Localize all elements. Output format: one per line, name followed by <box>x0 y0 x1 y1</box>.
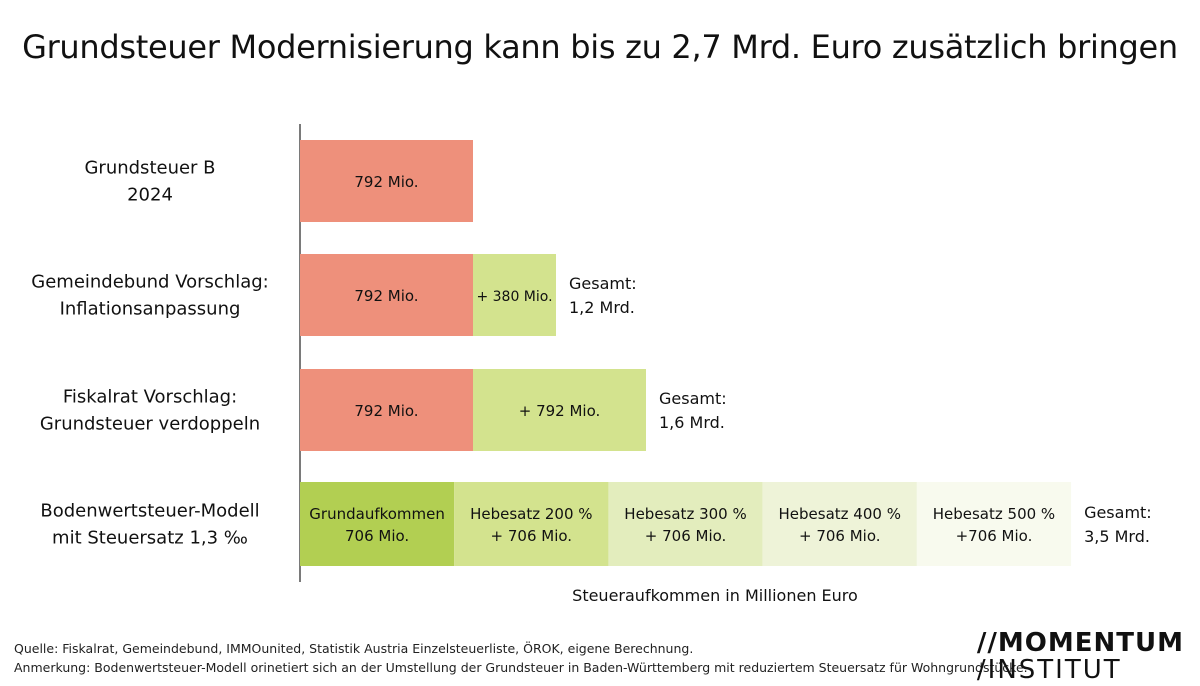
data-label-2-2: + 380 Mio. <box>476 289 552 305</box>
category-label-4-line-1: Bodenwertsteuer-Modell <box>40 501 259 522</box>
total-label-3-line-2: 1,6 Mrd. <box>659 413 725 432</box>
x-axis-label: Steueraufkommen in Millionen Euro <box>572 586 858 605</box>
data-label-3-1: 792 Mio. <box>354 402 418 420</box>
bar-segment-3-2 <box>473 369 646 451</box>
category-label-2-line-2: Inflationsanpassung <box>60 299 241 320</box>
data-label-1-1: 792 Mio. <box>354 173 418 191</box>
bar-row-3: Fiskalrat Vorschlag: Grundsteuer verdoppe… <box>40 369 727 451</box>
category-label-3: Fiskalrat Vorschlag: Grundsteuer verdoppe… <box>40 387 260 435</box>
total-label-4: Gesamt: 3,5 Mrd. <box>1084 503 1152 546</box>
data-label-4-4-line-2: + 706 Mio. <box>799 527 881 545</box>
category-label-1: Grundsteuer B 2024 <box>84 158 215 206</box>
chart-title: Grundsteuer Modernisierung kann bis zu 2… <box>22 28 1178 66</box>
total-label-2-line-2: 1,2 Mrd. <box>569 298 635 317</box>
data-label-4-2-line-1: Hebesatz 200 % <box>470 505 592 523</box>
momentum-institut-logo: //MOMENTUM /INSTITUT <box>977 630 1184 684</box>
data-label-4-1-line-2: 706 Mio. <box>345 527 409 545</box>
data-label-4-2: Hebesatz 200 % + 706 Mio. <box>470 505 592 545</box>
data-label-3-1-line-1: 792 Mio. <box>354 402 418 420</box>
total-label-3-line-1: Gesamt: <box>659 389 727 408</box>
data-label-2-2-line-1: + 380 Mio. <box>476 289 552 305</box>
bar-segment-1-1 <box>300 140 473 222</box>
total-label-2: Gesamt: 1,2 Mrd. <box>569 274 637 317</box>
category-label-4: Bodenwertsteuer-Modell mit Steuersatz 1,3… <box>40 501 259 549</box>
bar-segment-2-1 <box>300 254 473 336</box>
bar-segment-2-2 <box>473 254 557 336</box>
bar-segment-4-3 <box>608 482 763 566</box>
data-label-4-2-line-2: + 706 Mio. <box>491 527 573 545</box>
category-label-3-line-2: Grundsteuer verdoppeln <box>40 414 260 435</box>
data-label-4-5-line-2: +706 Mio. <box>956 527 1033 545</box>
data-label-3-2: + 792 Mio. <box>519 402 601 420</box>
data-label-4-3: Hebesatz 300 % + 706 Mio. <box>624 505 746 545</box>
total-label-4-line-2: 3,5 Mrd. <box>1084 527 1150 546</box>
total-label-3: Gesamt: 1,6 Mrd. <box>659 389 727 432</box>
logo-line-1: //MOMENTUM <box>976 628 1184 658</box>
category-label-1-line-1: Grundsteuer B <box>84 158 215 179</box>
bar-row-2: Gemeindebund Vorschlag: Inflationsanpassu… <box>31 254 637 336</box>
data-label-4-3-line-2: + 706 Mio. <box>645 527 727 545</box>
bar-segment-4-4 <box>762 482 917 566</box>
bar-row-4: Bodenwertsteuer-Modell mit Steuersatz 1,3… <box>40 482 1152 566</box>
total-label-4-line-1: Gesamt: <box>1084 503 1152 522</box>
total-label-2-line-1: Gesamt: <box>569 274 637 293</box>
data-label-1-1-line-1: 792 Mio. <box>354 173 418 191</box>
data-label-2-1: 792 Mio. <box>354 287 418 305</box>
category-label-3-line-1: Fiskalrat Vorschlag: <box>63 387 237 408</box>
data-label-4-4-line-1: Hebesatz 400 % <box>779 505 901 523</box>
bar-segment-3-1 <box>300 369 473 451</box>
category-label-4-line-2: mit Steuersatz 1,3 ‰ <box>52 528 248 549</box>
bar-segment-4-5 <box>916 482 1072 566</box>
category-label-2-line-1: Gemeindebund Vorschlag: <box>31 272 268 293</box>
data-label-4-1: Grundaufkommen 706 Mio. <box>309 505 445 545</box>
bar-segment-4-1 <box>300 482 455 566</box>
data-label-2-1-line-1: 792 Mio. <box>354 287 418 305</box>
logo-line-2: /INSTITUT <box>976 655 1122 685</box>
footnote-note: Anmerkung: Bodenwertsteuer-Modell orinet… <box>14 660 1028 675</box>
category-label-2: Gemeindebund Vorschlag: Inflationsanpassu… <box>31 272 268 320</box>
data-label-4-4: Hebesatz 400 % + 706 Mio. <box>779 505 901 545</box>
data-label-4-5-line-1: Hebesatz 500 % <box>933 505 1055 523</box>
data-label-4-5: Hebesatz 500 % +706 Mio. <box>933 505 1055 545</box>
data-label-4-1-line-1: Grundaufkommen <box>309 505 445 523</box>
bar-segment-4-2 <box>454 482 609 566</box>
bar-row-1: Grundsteuer B 2024 792 Mio. <box>84 140 473 222</box>
footnote-source: Quelle: Fiskalrat, Gemeindebund, IMMOuni… <box>14 641 694 656</box>
category-label-1-line-2: 2024 <box>127 185 173 206</box>
data-label-4-3-line-1: Hebesatz 300 % <box>624 505 746 523</box>
data-label-3-2-line-1: + 792 Mio. <box>519 402 601 420</box>
